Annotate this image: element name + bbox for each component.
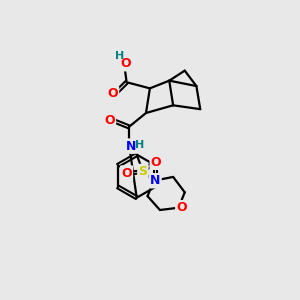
Text: H: H	[115, 51, 124, 61]
Text: O: O	[121, 167, 132, 180]
Text: O: O	[121, 57, 131, 70]
Text: N: N	[126, 140, 136, 153]
Text: O: O	[107, 87, 118, 100]
Text: N: N	[150, 174, 160, 187]
Text: S: S	[138, 165, 147, 178]
Text: H: H	[135, 140, 144, 150]
Text: O: O	[104, 114, 115, 127]
Text: O: O	[151, 156, 161, 169]
Text: O: O	[176, 201, 187, 214]
